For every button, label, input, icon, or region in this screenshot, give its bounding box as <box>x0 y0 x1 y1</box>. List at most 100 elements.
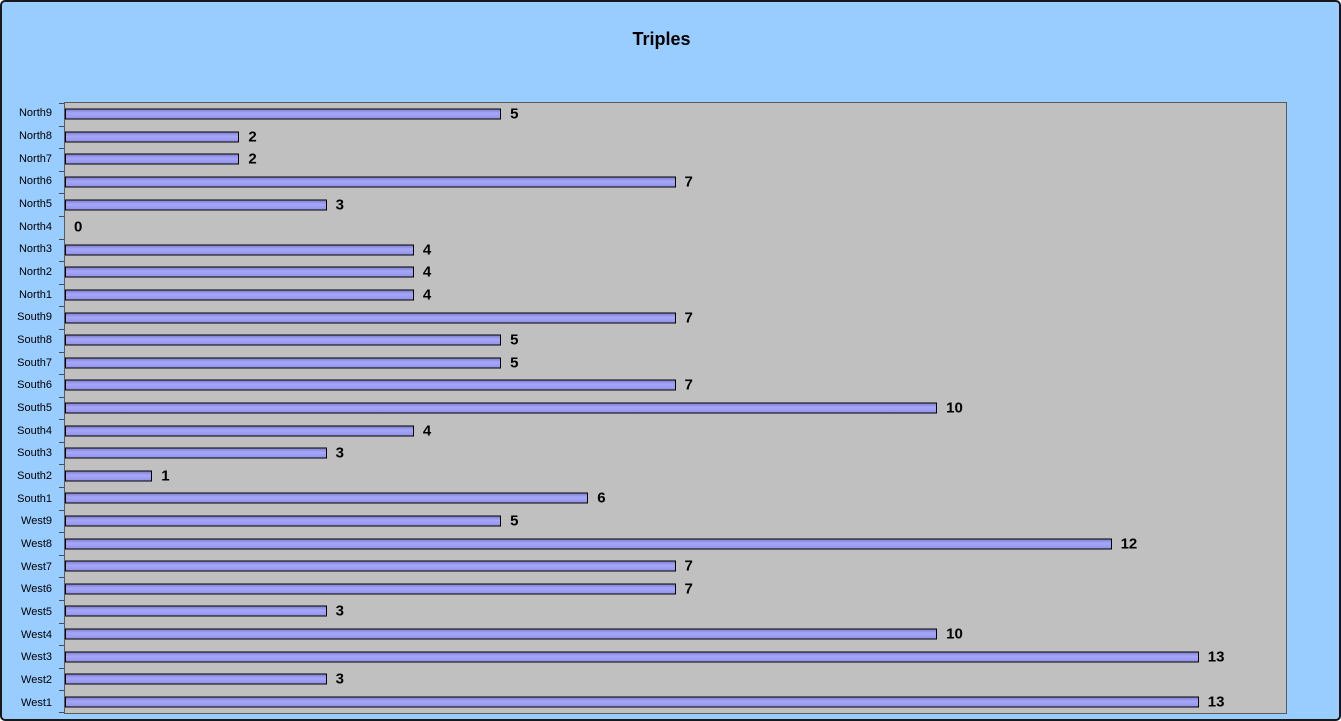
category-label: South9 <box>17 311 52 324</box>
bar-row: 5 <box>65 329 1286 352</box>
bar-row: 5 <box>65 352 1286 375</box>
value-label: 3 <box>335 602 344 620</box>
category-label: North1 <box>18 288 52 301</box>
bar <box>65 357 502 369</box>
bar-row: 7 <box>65 306 1286 329</box>
axis-tick <box>59 600 64 602</box>
axis-tick <box>59 645 64 647</box>
axis-tick <box>59 577 64 579</box>
bar-row: 4 <box>65 284 1286 307</box>
category-label: South3 <box>17 447 52 460</box>
bar-row: 7 <box>65 555 1286 578</box>
category-label: West2 <box>21 673 52 686</box>
value-label: 10 <box>946 399 963 417</box>
value-label: 7 <box>684 376 693 394</box>
bar-row: 12 <box>65 532 1286 555</box>
bar <box>65 538 1112 550</box>
bar <box>65 583 676 595</box>
bar <box>65 312 676 324</box>
axis-tick <box>59 690 64 692</box>
category-label: West4 <box>21 628 52 641</box>
value-label: 12 <box>1120 535 1138 553</box>
bar <box>65 153 240 165</box>
category-label: West3 <box>21 651 52 664</box>
bar-row: 3 <box>65 600 1286 623</box>
category-label: North5 <box>18 197 52 210</box>
bar <box>65 515 502 527</box>
axis-tick <box>59 193 64 195</box>
axis-tick <box>59 283 64 285</box>
bar <box>65 696 1199 708</box>
value-label: 5 <box>510 354 519 372</box>
axis-tick <box>59 351 64 353</box>
bar-row: 4 <box>65 239 1286 262</box>
value-label: 7 <box>684 580 693 598</box>
value-label: 6 <box>597 489 606 507</box>
value-label: 2 <box>248 128 257 146</box>
category-label: West5 <box>21 605 52 618</box>
value-label: 1 <box>161 467 170 485</box>
category-label: North4 <box>18 220 52 233</box>
bar <box>65 108 502 120</box>
bar <box>65 176 676 188</box>
bar-row: 7 <box>65 374 1286 397</box>
value-label: 3 <box>335 670 344 688</box>
category-label: South4 <box>17 424 52 437</box>
axis-tick <box>59 441 64 443</box>
value-label: 13 <box>1207 648 1225 665</box>
value-label: 7 <box>684 173 693 191</box>
category-label: South2 <box>17 469 52 482</box>
bar <box>65 402 938 414</box>
value-label: 10 <box>946 625 963 643</box>
axis-tick <box>59 103 64 104</box>
bar <box>65 492 589 504</box>
bar <box>65 651 1199 662</box>
value-label: 3 <box>335 444 344 462</box>
category-label: West9 <box>21 515 52 528</box>
value-label: 4 <box>422 241 432 259</box>
category-label: South5 <box>17 401 52 414</box>
value-label: 7 <box>684 557 693 575</box>
axis-tick <box>59 328 64 330</box>
bar-row: 4 <box>65 419 1286 442</box>
axis-tick <box>59 509 64 511</box>
bar <box>65 628 938 640</box>
value-label: 7 <box>684 309 693 327</box>
bar-row: 13 <box>65 690 1286 713</box>
bar-row: 1 <box>65 464 1286 487</box>
value-label: 13 <box>1207 693 1225 711</box>
bar-row: 4 <box>65 261 1286 284</box>
bar <box>65 673 327 685</box>
bar-row: 2 <box>65 126 1286 149</box>
bar-row: 7 <box>65 577 1286 600</box>
axis-tick <box>59 374 64 376</box>
bar <box>65 244 414 256</box>
bar-row: 3 <box>65 442 1286 465</box>
value-label: 4 <box>422 286 432 304</box>
category-label: North2 <box>18 265 52 278</box>
category-label: North3 <box>18 243 52 256</box>
category-label: West7 <box>21 560 52 573</box>
category-label: West8 <box>21 537 52 550</box>
axis-tick <box>59 712 64 713</box>
bar-row: 13 <box>65 645 1286 668</box>
bar <box>65 379 676 391</box>
bar-row: 10 <box>65 397 1286 420</box>
category-label: West6 <box>21 583 52 596</box>
axis-tick <box>59 306 64 308</box>
chart-title: Triples <box>632 29 691 49</box>
bar <box>65 447 327 459</box>
value-label: 5 <box>510 105 519 123</box>
axis-tick <box>59 396 64 398</box>
axis-tick <box>59 148 64 150</box>
bar-row: 0 <box>65 216 1286 239</box>
axis-tick <box>59 125 64 127</box>
bar-row: 2 <box>65 148 1286 171</box>
axis-tick <box>59 419 64 421</box>
bar-row: 7 <box>65 171 1286 194</box>
value-label: 2 <box>248 150 257 168</box>
bar <box>65 289 414 301</box>
value-label: 4 <box>422 263 432 281</box>
axis-tick <box>59 532 64 534</box>
